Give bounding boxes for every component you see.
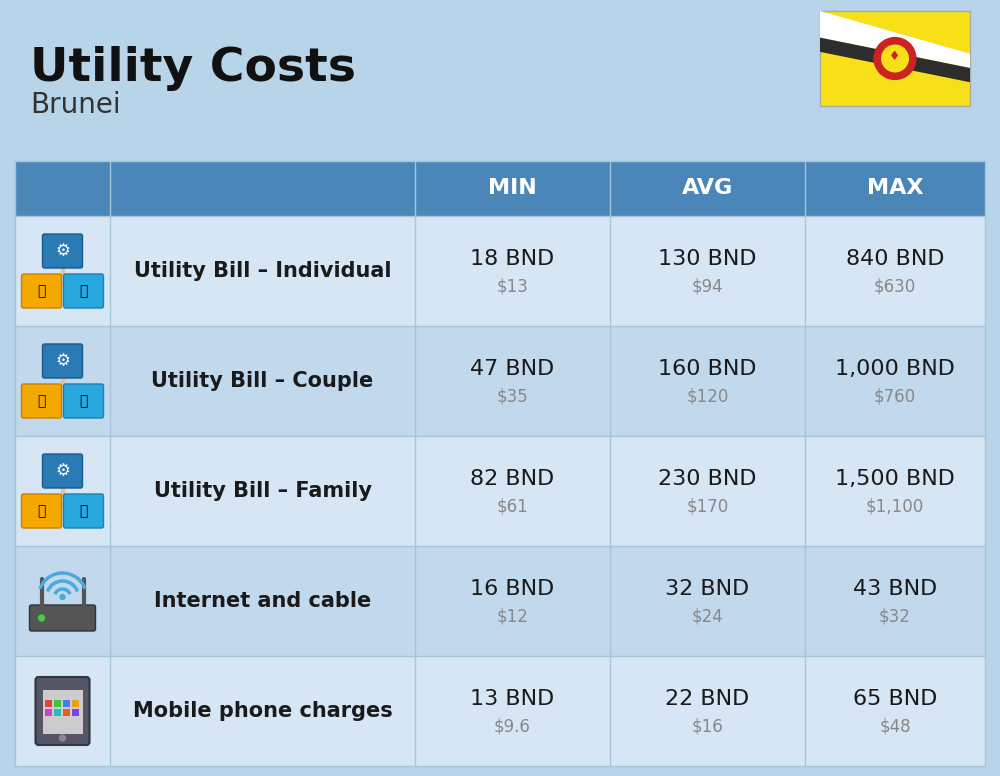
FancyBboxPatch shape <box>22 274 62 308</box>
Text: $16: $16 <box>692 717 723 735</box>
Text: 130 BND: 130 BND <box>658 249 757 269</box>
FancyBboxPatch shape <box>42 234 82 268</box>
Text: 🚿: 🚿 <box>79 504 88 518</box>
Bar <box>15 161 415 216</box>
Text: $630: $630 <box>874 277 916 295</box>
Text: 🔌: 🔌 <box>37 394 46 408</box>
Text: $120: $120 <box>686 387 729 405</box>
FancyBboxPatch shape <box>64 494 104 528</box>
Text: 🔌: 🔌 <box>37 284 46 298</box>
Bar <box>62 700 70 707</box>
Text: 160 BND: 160 BND <box>658 359 757 379</box>
Bar <box>15 546 985 656</box>
Text: 840 BND: 840 BND <box>846 249 944 269</box>
Text: Internet and cable: Internet and cable <box>154 591 371 611</box>
Text: $9.6: $9.6 <box>494 717 531 735</box>
FancyBboxPatch shape <box>22 494 62 528</box>
Bar <box>54 700 60 707</box>
Text: $35: $35 <box>497 387 528 405</box>
Bar <box>15 326 985 436</box>
Text: ⚙: ⚙ <box>55 242 70 260</box>
Text: Utility Bill – Family: Utility Bill – Family <box>154 481 372 501</box>
Bar <box>805 161 985 216</box>
Circle shape <box>882 45 908 72</box>
Text: Brunei: Brunei <box>30 91 121 119</box>
Text: $94: $94 <box>692 277 723 295</box>
Bar <box>415 161 610 216</box>
Circle shape <box>38 615 44 621</box>
Circle shape <box>60 594 65 600</box>
Bar <box>72 709 78 716</box>
Bar <box>72 700 78 707</box>
Text: 🚿: 🚿 <box>79 394 88 408</box>
Bar <box>62 709 70 716</box>
Circle shape <box>874 37 916 79</box>
Bar <box>44 709 52 716</box>
Bar <box>820 11 970 106</box>
Bar <box>15 216 985 326</box>
Text: $61: $61 <box>497 497 528 515</box>
Text: 82 BND: 82 BND <box>470 469 555 489</box>
Text: $48: $48 <box>879 717 911 735</box>
Text: Mobile phone charges: Mobile phone charges <box>133 701 392 721</box>
Text: AVG: AVG <box>682 178 733 199</box>
FancyBboxPatch shape <box>30 605 96 631</box>
Text: 230 BND: 230 BND <box>658 469 757 489</box>
Polygon shape <box>820 37 970 82</box>
Text: 22 BND: 22 BND <box>665 689 750 709</box>
Text: 16 BND: 16 BND <box>470 579 555 599</box>
Bar <box>44 700 52 707</box>
Bar <box>610 161 805 216</box>
Text: $24: $24 <box>692 607 723 625</box>
FancyBboxPatch shape <box>64 274 104 308</box>
Text: Utility Bill – Individual: Utility Bill – Individual <box>134 261 391 281</box>
Text: 1,000 BND: 1,000 BND <box>835 359 955 379</box>
Text: $12: $12 <box>497 607 528 625</box>
Text: ⚙: ⚙ <box>55 462 70 480</box>
Text: 32 BND: 32 BND <box>665 579 750 599</box>
Text: $32: $32 <box>879 607 911 625</box>
Text: 1,500 BND: 1,500 BND <box>835 469 955 489</box>
Text: 47 BND: 47 BND <box>470 359 555 379</box>
Text: $1,100: $1,100 <box>866 497 924 515</box>
Text: 65 BND: 65 BND <box>853 689 937 709</box>
Circle shape <box>60 735 66 741</box>
Text: Utility Costs: Utility Costs <box>30 46 356 91</box>
Text: ♦: ♦ <box>889 50 901 63</box>
FancyBboxPatch shape <box>42 344 82 378</box>
FancyBboxPatch shape <box>64 384 104 418</box>
Text: $170: $170 <box>686 497 729 515</box>
Text: $13: $13 <box>497 277 528 295</box>
Text: 18 BND: 18 BND <box>470 249 555 269</box>
Text: Utility Bill – Couple: Utility Bill – Couple <box>151 371 374 391</box>
Bar <box>42 690 82 734</box>
Text: MIN: MIN <box>488 178 537 199</box>
Text: 🚿: 🚿 <box>79 284 88 298</box>
Text: 13 BND: 13 BND <box>470 689 555 709</box>
Polygon shape <box>820 11 970 68</box>
Text: $760: $760 <box>874 387 916 405</box>
Bar <box>15 436 985 546</box>
FancyBboxPatch shape <box>36 677 90 745</box>
Text: 🔌: 🔌 <box>37 504 46 518</box>
FancyBboxPatch shape <box>22 384 62 418</box>
Text: ⚙: ⚙ <box>55 352 70 370</box>
Bar <box>15 656 985 766</box>
Text: 43 BND: 43 BND <box>853 579 937 599</box>
Text: MAX: MAX <box>867 178 923 199</box>
Bar <box>54 709 60 716</box>
FancyBboxPatch shape <box>42 454 82 488</box>
